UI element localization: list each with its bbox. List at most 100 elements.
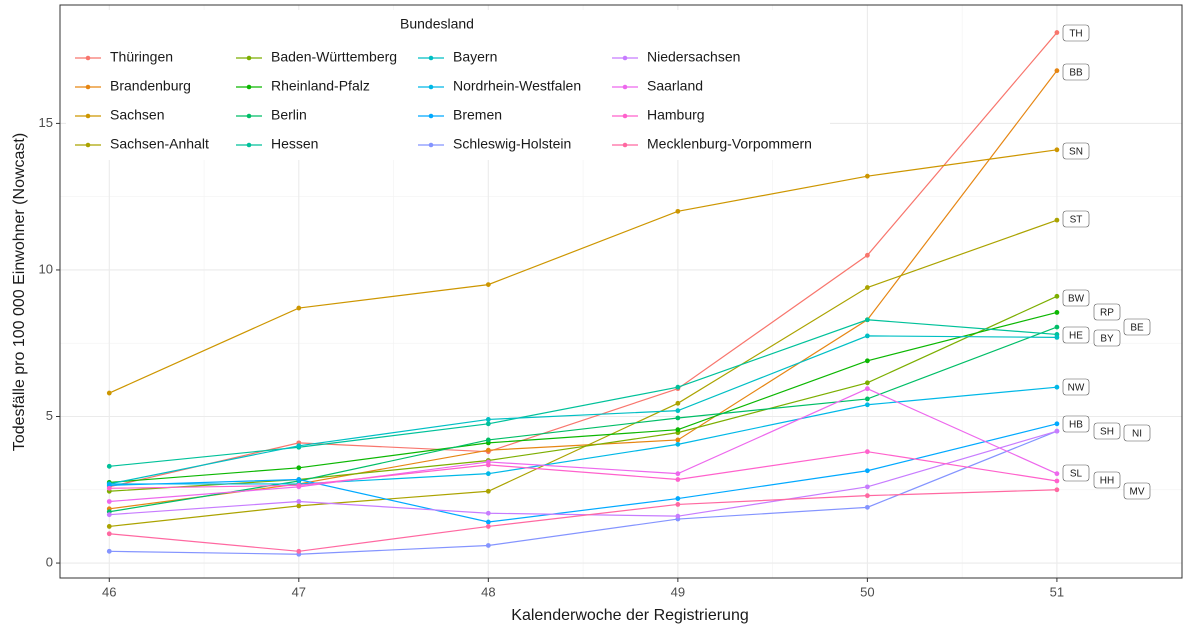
data-point	[1054, 334, 1060, 340]
legend-label: Hessen	[271, 136, 318, 152]
end-label-box	[1093, 422, 1121, 440]
data-point	[675, 427, 681, 433]
legend-label: Bremen	[453, 107, 502, 123]
series-line	[109, 423, 1058, 523]
data-point	[1054, 384, 1060, 390]
data-point	[864, 285, 870, 290]
series-line	[109, 219, 1058, 528]
data-point	[1054, 293, 1060, 299]
legend-label: Mecklenburg-Vorpommern	[647, 136, 812, 152]
end-label: BY	[1093, 329, 1121, 347]
end-label-text: SN	[1069, 147, 1083, 158]
end-label-text: HB	[1069, 420, 1083, 431]
end-label-text: BW	[1068, 294, 1085, 305]
end-label-box	[1123, 482, 1151, 500]
data-point	[1054, 147, 1060, 153]
end-label-box	[1062, 24, 1090, 42]
legend-label: Thüringen	[110, 49, 173, 65]
y-tick-label: 0	[46, 554, 53, 569]
data-point	[1054, 471, 1060, 477]
data-point	[675, 208, 681, 214]
data-point	[296, 443, 302, 449]
legend-label: Schleswig-Holstein	[453, 136, 571, 152]
data-point	[864, 402, 870, 408]
legend-swatch-point	[246, 113, 252, 119]
data-point	[675, 408, 681, 414]
data-point	[675, 477, 681, 482]
legend-label: Nordrhein-Westfalen	[453, 78, 581, 94]
end-label: RP	[1093, 303, 1121, 321]
y-tick-label: 10	[39, 261, 53, 276]
data-point	[675, 441, 681, 447]
data-point	[864, 380, 870, 386]
series-line	[109, 319, 1057, 467]
legend-swatch-point	[622, 113, 628, 119]
legend-label: Berlin	[271, 107, 307, 123]
data-point	[296, 482, 302, 488]
end-label-box	[1093, 329, 1121, 347]
data-point	[675, 415, 681, 421]
end-label-text: RP	[1100, 308, 1114, 319]
end-label: SH	[1093, 422, 1121, 440]
data-point	[106, 524, 112, 529]
data-point	[864, 386, 870, 392]
end-label-text: HH	[1100, 476, 1114, 487]
y-tick-label: 5	[46, 408, 53, 423]
end-label: BW	[1062, 289, 1090, 307]
data-point	[106, 531, 112, 537]
data-point	[675, 496, 681, 501]
legend: Bundesland Thüringen Brandenburg Sachsen Sac…	[66, 10, 830, 160]
data-point	[1054, 487, 1060, 493]
data-point	[1054, 217, 1060, 223]
data-point	[864, 396, 870, 402]
series-line	[109, 489, 1057, 552]
end-label-text: BE	[1130, 323, 1144, 334]
series-line	[109, 335, 1057, 485]
legend-label: Rheinland-Pfalz	[271, 78, 370, 94]
data-point	[485, 462, 491, 468]
end-label: HH	[1093, 471, 1121, 489]
legend-label: Sachsen	[110, 107, 164, 123]
legend-swatch-point	[85, 84, 91, 90]
end-label: SL	[1062, 464, 1090, 482]
legend-label: Brandenburg	[110, 78, 191, 94]
end-label-box	[1062, 210, 1090, 228]
data-point	[106, 512, 112, 518]
series-line	[109, 295, 1058, 492]
legend-label: Sachsen-Anhalt	[110, 136, 209, 152]
data-point	[675, 400, 681, 406]
data-point	[106, 390, 112, 396]
legend-title: Bundesland	[400, 16, 474, 32]
data-point	[1054, 68, 1060, 74]
data-point	[296, 499, 302, 504]
end-label: BE	[1123, 318, 1151, 336]
y-axis-title: Todesfälle pro 100 000 Einwohner (Nowcas…	[11, 133, 28, 451]
data-point	[864, 358, 870, 364]
data-point	[485, 510, 491, 516]
end-label-box	[1062, 464, 1090, 482]
x-tick-label: 51	[1050, 584, 1064, 599]
data-point	[485, 282, 491, 288]
x-tick-label: 47	[292, 584, 306, 599]
end-label: NW	[1062, 378, 1090, 396]
legend-swatch-point	[428, 113, 434, 119]
end-label-box	[1062, 326, 1090, 344]
data-point	[296, 548, 302, 554]
data-point	[485, 524, 491, 529]
end-label-text: BY	[1100, 334, 1114, 345]
data-point	[1054, 428, 1060, 434]
data-point	[296, 305, 302, 311]
legend-swatch-point	[246, 84, 252, 90]
x-tick-label: 48	[481, 584, 495, 599]
data-point	[864, 468, 870, 474]
end-label: ST	[1062, 210, 1090, 228]
plot-border	[59, 4, 1183, 579]
legend-label: Bayern	[453, 49, 497, 65]
data-point	[106, 463, 112, 469]
series-line	[109, 386, 1057, 485]
end-label-text: SH	[1100, 427, 1114, 438]
series-line	[109, 149, 1057, 394]
data-point	[485, 543, 491, 548]
end-label-box	[1123, 424, 1151, 442]
data-point	[864, 333, 870, 339]
